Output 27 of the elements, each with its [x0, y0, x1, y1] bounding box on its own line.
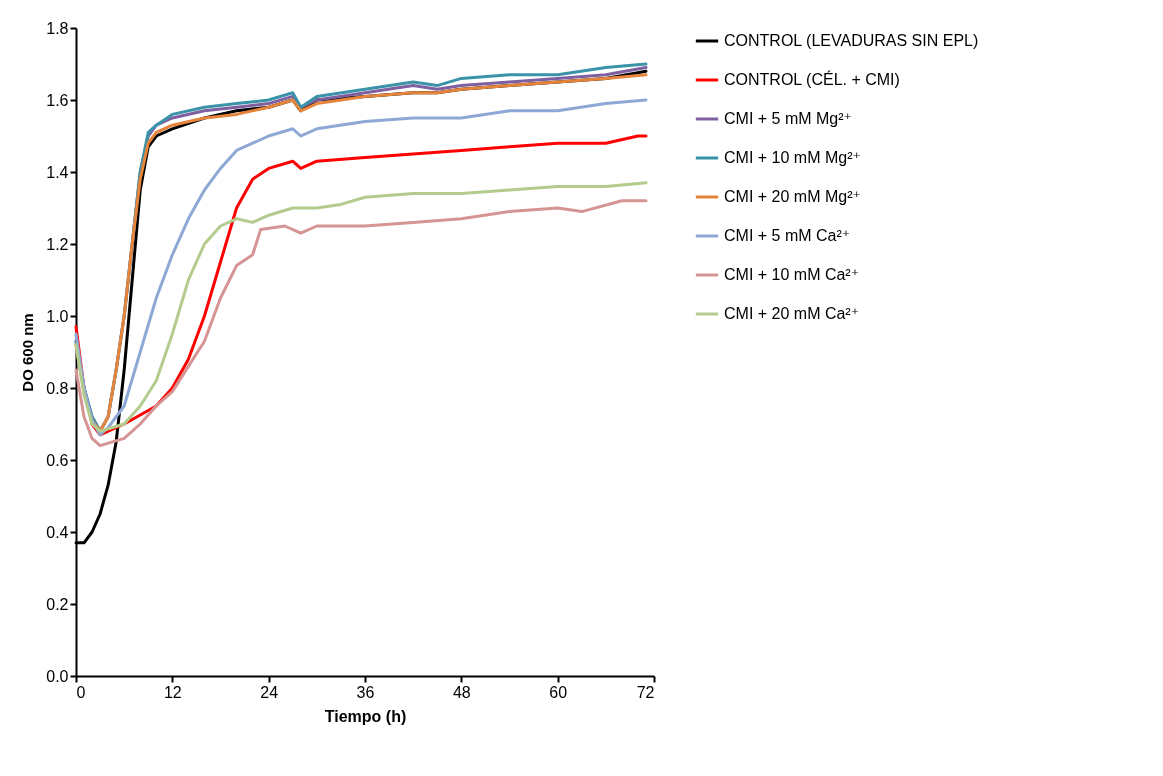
x-axis-title: Tiempo (h) — [324, 707, 407, 725]
x-tick-label: 24 — [260, 683, 279, 701]
legend-label: CMI + 5 mM Ca²⁺ — [724, 227, 851, 244]
legend-label: CONTROL (LEVADURAS SIN EPL) — [724, 32, 979, 49]
y-tick-label: 1.8 — [46, 19, 69, 37]
x-tick-label: 12 — [163, 683, 182, 701]
y-tick-label: 0.4 — [46, 523, 69, 541]
y-axis-title: DO 600 nm — [19, 313, 37, 392]
x-tick-label: 72 — [636, 683, 655, 701]
y-tick-label: 0.8 — [46, 379, 69, 397]
legend-label: CMI + 10 mM Mg²⁺ — [724, 149, 861, 166]
legend-label: CMI + 5 mM Mg²⁺ — [724, 110, 853, 127]
x-tick-label: 48 — [452, 683, 471, 701]
legend-label: CMI + 10 mM Ca²⁺ — [724, 266, 860, 283]
x-tick-label: 60 — [549, 683, 568, 701]
legend-label: CMI + 20 mM Ca²⁺ — [724, 305, 860, 322]
y-tick-label: 0.0 — [46, 667, 69, 685]
legend-label: CONTROL (CÉL. + CMI) — [724, 70, 900, 88]
x-tick-label: 36 — [356, 683, 375, 701]
y-tick-label: 1.6 — [46, 91, 69, 109]
y-tick-label: 0.2 — [46, 595, 69, 613]
y-tick-label: 0.6 — [46, 451, 69, 469]
y-tick-label: 1.0 — [46, 307, 69, 325]
y-tick-label: 1.4 — [46, 163, 69, 181]
x-tick-label: 0 — [76, 683, 86, 701]
legend-label: CMI + 20 mM Mg²⁺ — [724, 188, 861, 205]
y-tick-label: 1.2 — [46, 235, 69, 253]
